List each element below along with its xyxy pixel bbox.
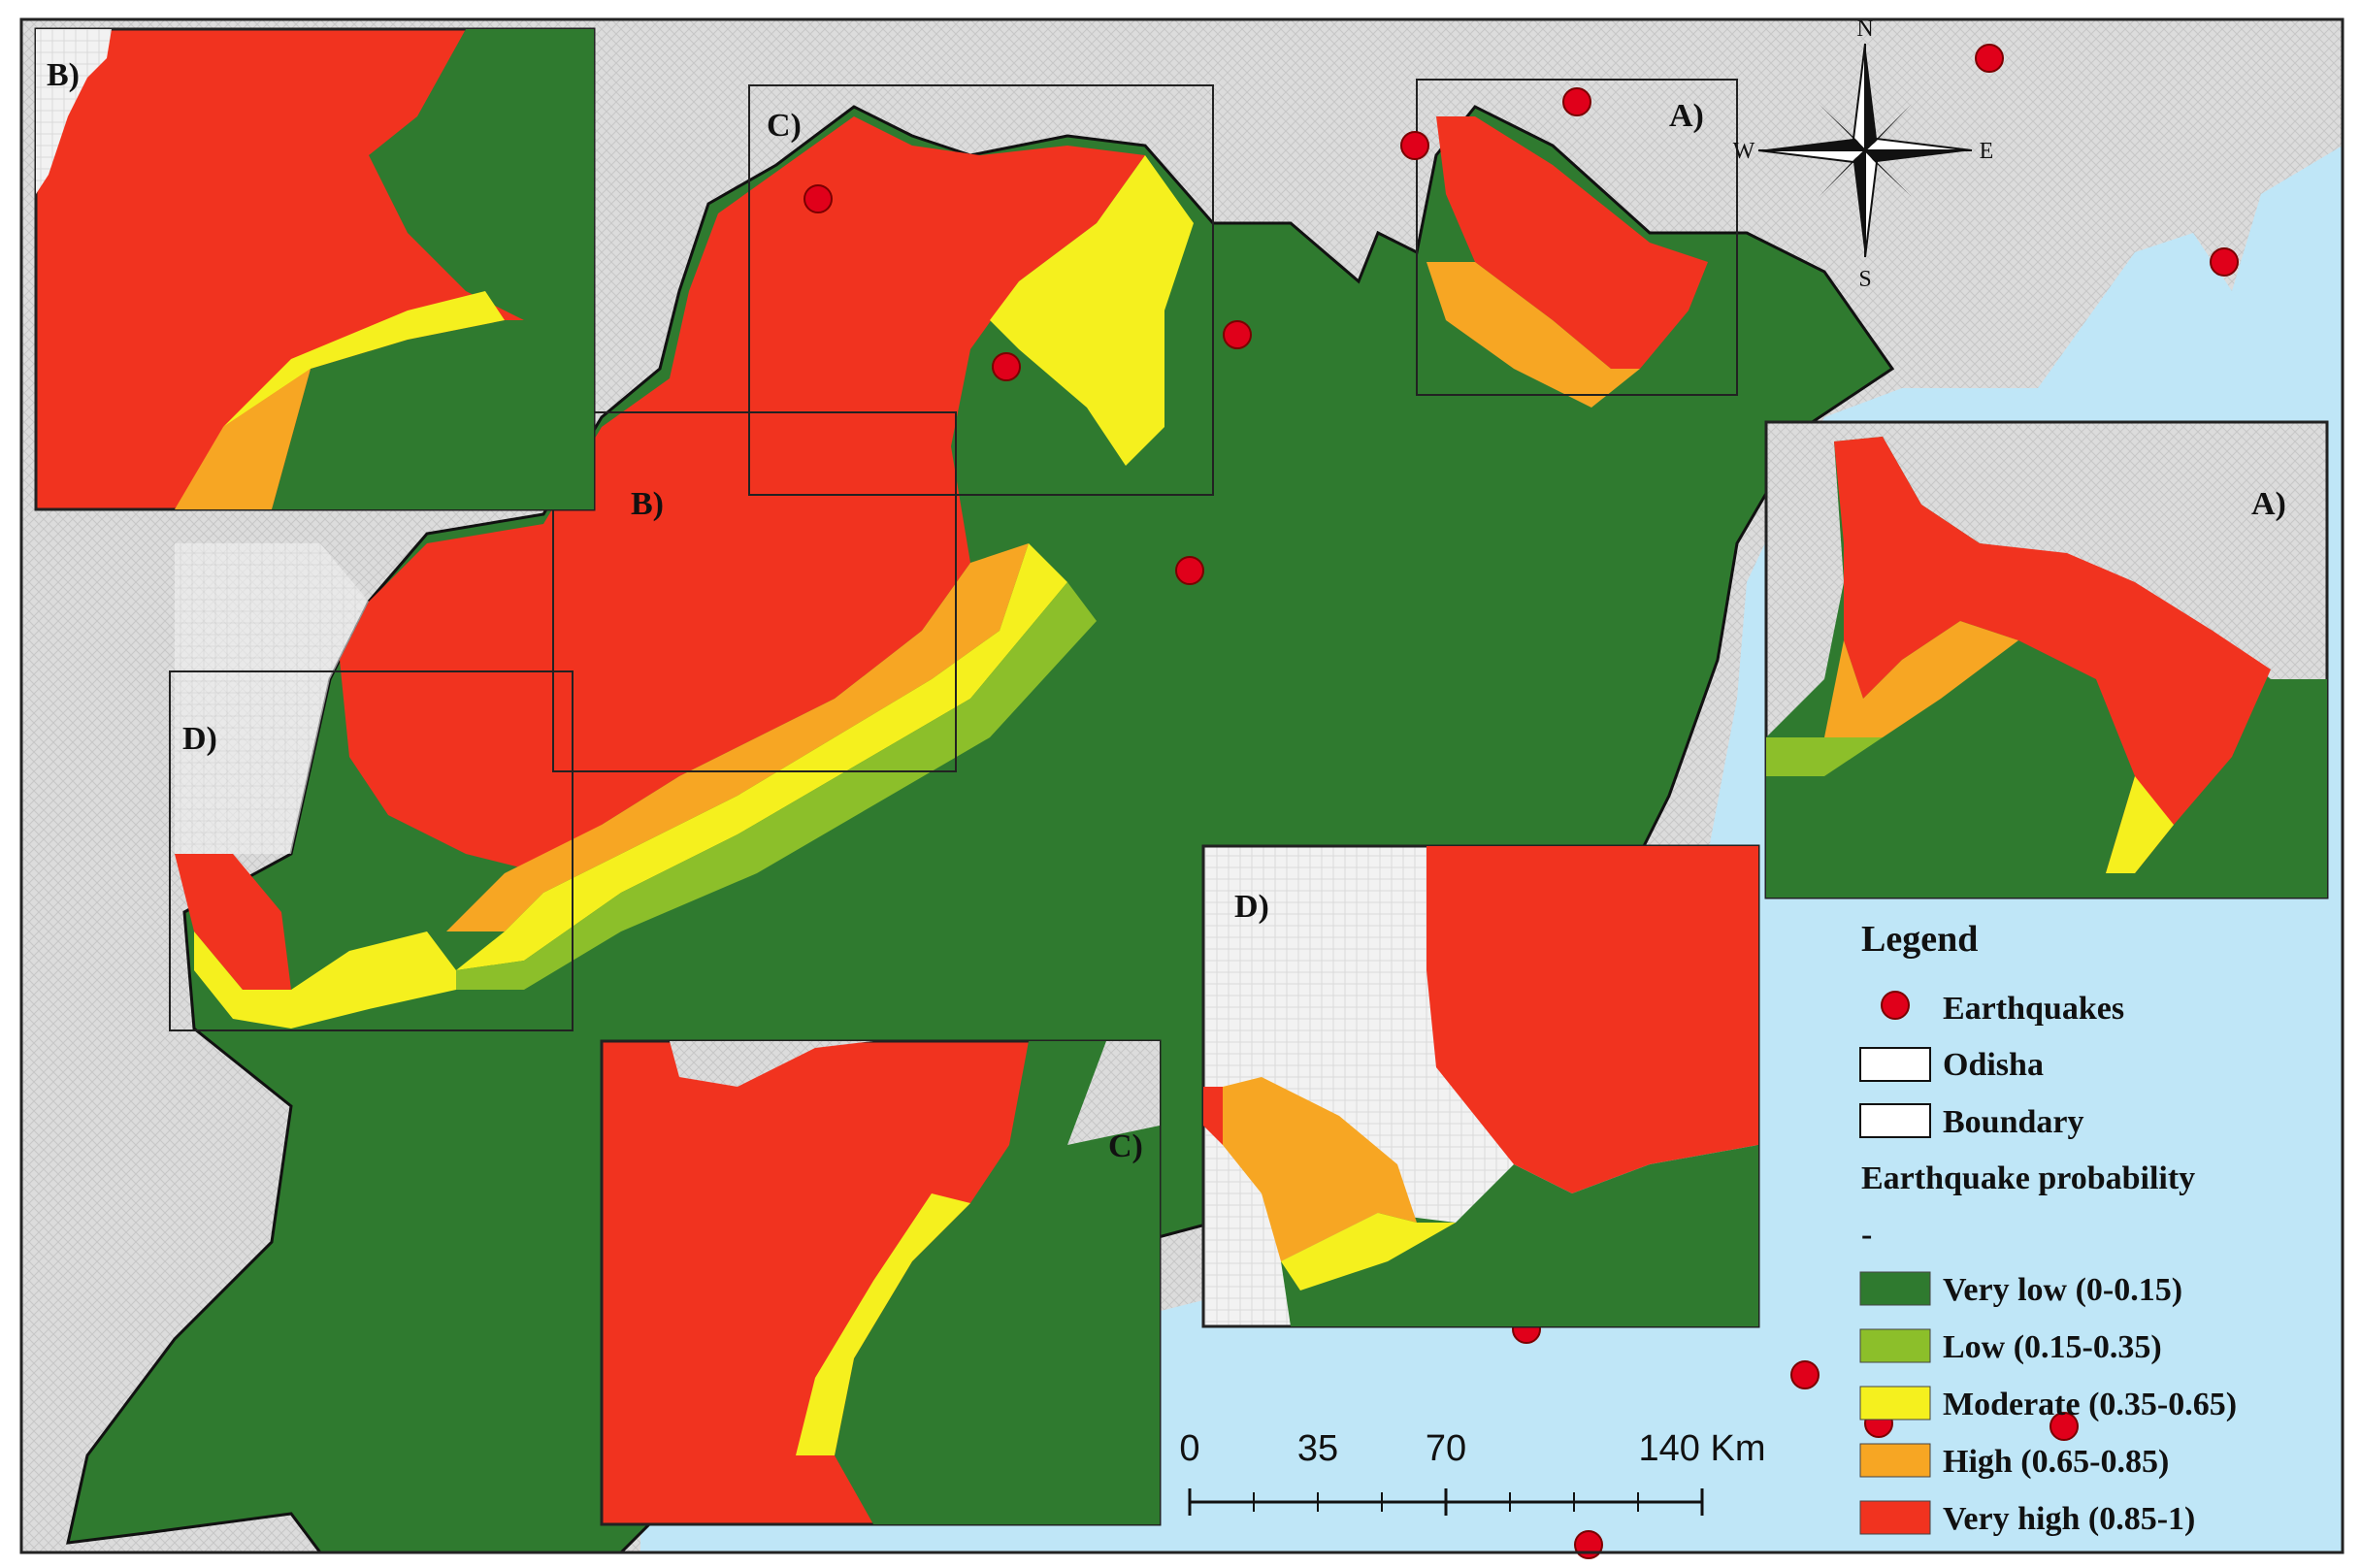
- scale-tick-0: 0: [1179, 1428, 1199, 1469]
- scale-tick-140: 140 Km: [1639, 1428, 1766, 1469]
- zone-label-d: D): [182, 721, 217, 757]
- very-high-zone: [340, 116, 1145, 873]
- legend-swatch-moderate: [1859, 1386, 1931, 1421]
- zone-label-b: B): [631, 486, 664, 522]
- earthquake-point: [1175, 556, 1204, 585]
- legend-earthquake-symbol: [1881, 991, 1910, 1020]
- legend-boundary-symbol: [1859, 1103, 1931, 1138]
- moderate-band-d: [194, 931, 456, 1029]
- zone-box-c: [748, 84, 1214, 496]
- zone-box-b: [552, 411, 957, 772]
- earthquake-point: [803, 184, 833, 213]
- legend-probability-title: Earthquake probability: [1861, 1160, 2195, 1196]
- earthquake-point: [992, 352, 1021, 381]
- earthquake-point: [1223, 320, 1252, 349]
- zone-label-c: C): [767, 108, 802, 144]
- legend-title: Legend: [1861, 919, 1978, 960]
- inset-b: B): [34, 27, 596, 511]
- inset-label-b: B): [47, 57, 80, 93]
- legend-boundary-label: Boundary: [1943, 1104, 2084, 1140]
- legend-swatch-very-high: [1859, 1500, 1931, 1535]
- earthquake-point: [2049, 1412, 2079, 1441]
- legend-swatch-high: [1859, 1443, 1931, 1478]
- inset-label-a: A): [2251, 486, 2286, 522]
- earthquake-point: [1400, 131, 1429, 160]
- compass-w: W: [1733, 139, 1755, 164]
- map-frame: [19, 17, 2345, 1554]
- inset-a: A): [1764, 420, 2329, 899]
- earthquake-point: [2210, 247, 2239, 277]
- moderate-band: [456, 543, 1067, 970]
- inset-d: D): [1201, 844, 1760, 1328]
- legend-swatch-low: [1859, 1328, 1931, 1363]
- earthquake-point: [1574, 1530, 1603, 1559]
- very-high-zone-a: [1436, 116, 1708, 369]
- legend-class-very-high: Very high (0.85-1): [1943, 1501, 2195, 1537]
- legend-earthquakes-label: Earthquakes: [1943, 991, 2124, 1027]
- legend-swatch-very-low: [1859, 1271, 1931, 1306]
- north-arrow: N S E W: [1733, 16, 1994, 292]
- compass-s: S: [1858, 267, 1871, 292]
- earthquake-points: [803, 44, 2239, 1559]
- outside-area-d: [175, 543, 369, 854]
- zone-box-a: [1416, 79, 1738, 396]
- moderate-band-c: [990, 155, 1194, 466]
- earthquake-point: [1790, 1360, 1820, 1389]
- earthquake-point: [1975, 44, 2004, 73]
- legend-odisha-label: Odisha: [1943, 1047, 2044, 1083]
- high-band: [446, 543, 1029, 931]
- legend-class-moderate: Moderate (0.35-0.65): [1943, 1387, 2237, 1422]
- scale-tick-35: 35: [1297, 1428, 1338, 1469]
- compass-n: N: [1856, 16, 1873, 42]
- inset-label-c: C): [1108, 1128, 1143, 1164]
- sea-bay-head: [2038, 146, 2343, 388]
- legend-odisha-symbol: [1859, 1047, 1931, 1082]
- legend-class-high: High (0.65-0.85): [1943, 1444, 2169, 1480]
- legend: Legend Earthquakes Odisha Boundary Earth…: [1859, 919, 2237, 1537]
- very-high-zone-d: [175, 854, 291, 990]
- inset-c: C): [600, 1039, 1162, 1526]
- zone-box-d: [169, 670, 574, 1031]
- inset-label-d: D): [1234, 889, 1269, 925]
- legend-class-low: Low (0.15-0.35): [1943, 1329, 2162, 1365]
- legend-class-very-low: Very low (0-0.15): [1943, 1272, 2182, 1308]
- scale-bar: 0 35 70 140 Km: [1179, 1428, 1765, 1516]
- high-band-a: [1426, 262, 1640, 408]
- zone-label-a: A): [1669, 98, 1704, 134]
- legend-dash: -: [1861, 1217, 1872, 1253]
- compass-e: E: [1980, 139, 1994, 164]
- earthquake-point: [1562, 87, 1591, 116]
- scale-tick-70: 70: [1426, 1428, 1466, 1469]
